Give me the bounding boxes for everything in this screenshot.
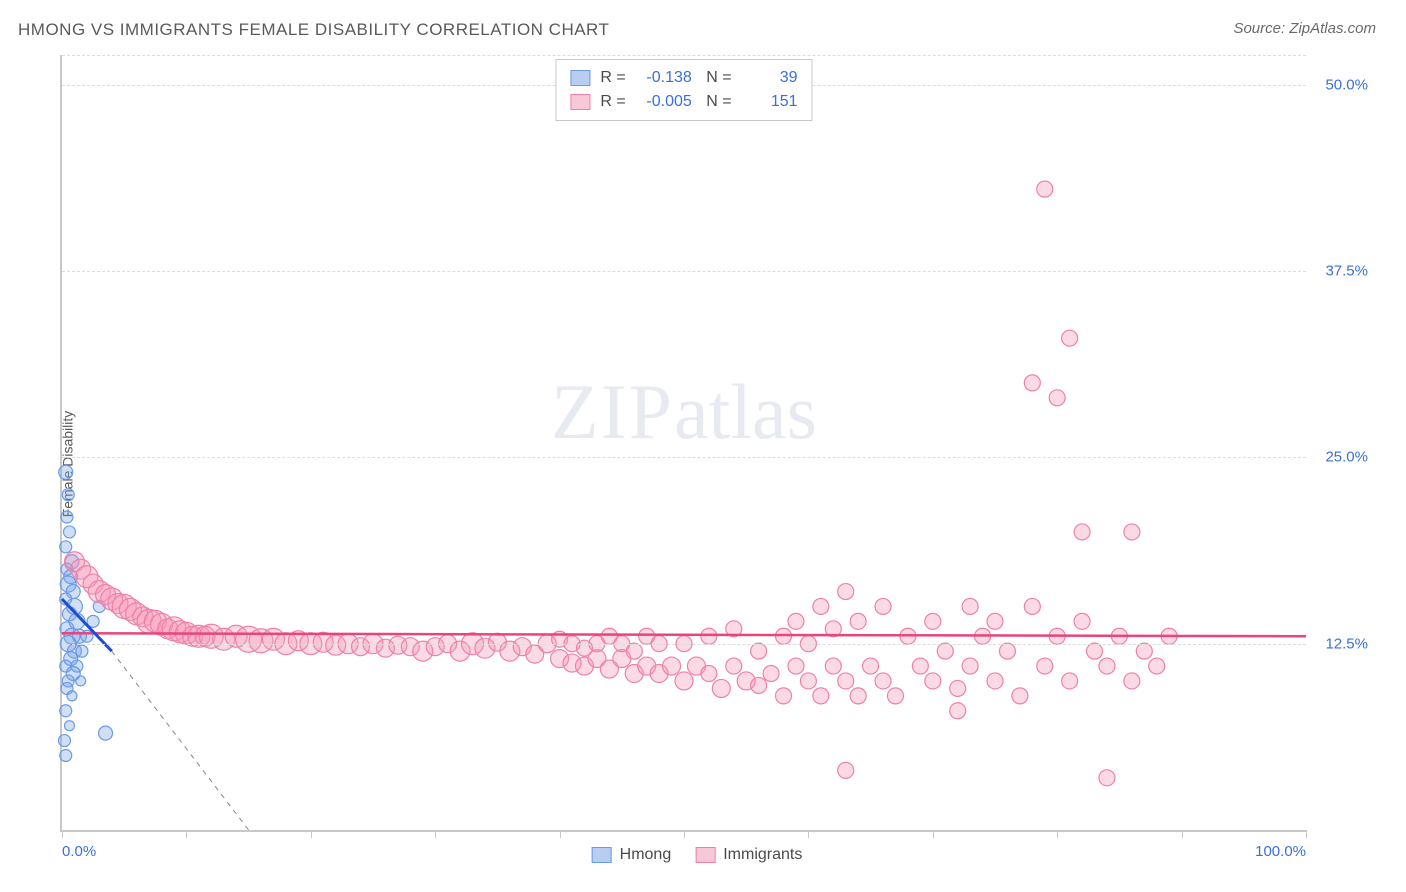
chart-title: HMONG VS IMMIGRANTS FEMALE DISABILITY CO… — [18, 20, 609, 40]
y-tick-label: 50.0% — [1325, 76, 1368, 93]
legend-row-hmong: R =-0.138 N =39 — [570, 66, 797, 90]
correlation-legend: R =-0.138 N =39 R =-0.005 N =151 — [555, 59, 812, 121]
legend-item-immigrants: Immigrants — [695, 846, 802, 864]
series-legend: Hmong Immigrants — [592, 846, 803, 864]
y-tick-label: 12.5% — [1325, 635, 1368, 652]
y-tick-label: 37.5% — [1325, 263, 1368, 280]
x-tick-label: 0.0% — [62, 843, 96, 860]
swatch-immigrants — [570, 94, 590, 110]
swatch-hmong-icon — [592, 847, 612, 863]
swatch-hmong — [570, 70, 590, 86]
x-tick-label: 100.0% — [1255, 843, 1306, 860]
legend-item-hmong: Hmong — [592, 846, 672, 864]
plot-svg — [62, 55, 1306, 830]
plot-area: ZIPatlas R =-0.138 N =39 R =-0.005 N =15… — [60, 55, 1306, 832]
legend-label: Immigrants — [723, 846, 802, 864]
y-tick-label: 25.0% — [1325, 449, 1368, 466]
swatch-immigrants-icon — [695, 847, 715, 863]
source-attribution: Source: ZipAtlas.com — [1233, 20, 1376, 37]
chart-container: Female Disability ZIPatlas R =-0.138 N =… — [18, 55, 1376, 872]
legend-label: Hmong — [620, 846, 672, 864]
legend-row-immigrants: R =-0.005 N =151 — [570, 90, 797, 114]
